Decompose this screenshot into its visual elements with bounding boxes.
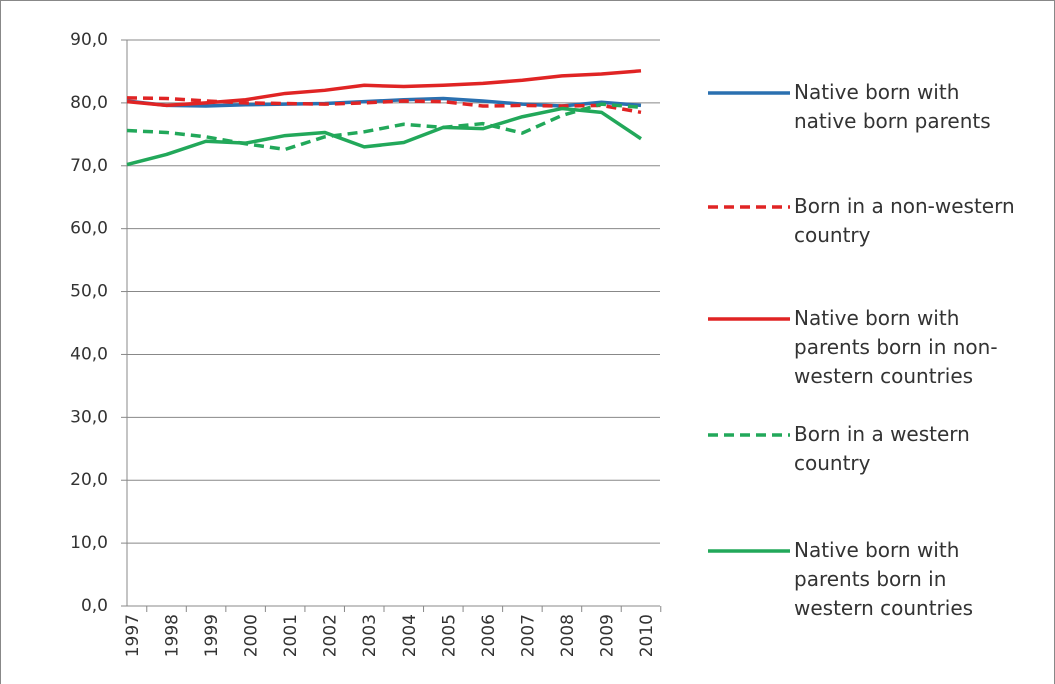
legend-label: Native born with native born parents (794, 80, 991, 133)
legend-label: Native born with parents born in non-wes… (794, 306, 998, 388)
series-line (126, 106, 642, 167)
y-tick-label: 50,0 (70, 282, 108, 302)
x-tick-label: 2003 (360, 614, 380, 657)
y-tick-label: 30,0 (70, 407, 108, 427)
x-tick-label: 1997 (123, 614, 143, 657)
x-tick-label: 1999 (202, 614, 222, 657)
legend-item: Born in a non-western country (706, 192, 1046, 250)
legend-item: Native born with parents born in western… (706, 536, 1046, 623)
legend-swatch (708, 433, 790, 437)
legend-label: Native born with parents born in western… (794, 538, 974, 620)
x-tick-label: 2004 (400, 614, 420, 657)
x-tick-label: 1998 (163, 614, 183, 657)
x-tick-label: 2005 (439, 614, 459, 657)
legend-item: Native born with parents born in non-wes… (706, 304, 1046, 391)
x-tick-label: 2007 (518, 614, 538, 657)
series-line (126, 102, 642, 152)
y-tick-label: 40,0 (70, 344, 108, 364)
x-tick-label: 2008 (558, 614, 578, 657)
x-tick-label: 2009 (597, 614, 617, 657)
y-tick-label: 80,0 (70, 93, 108, 113)
y-tick-label: 60,0 (70, 219, 108, 239)
y-tick-label: 90,0 (70, 30, 108, 50)
y-tick-label: 20,0 (70, 470, 108, 490)
x-tick-label: 2010 (637, 614, 657, 657)
x-tick-label: 2001 (281, 614, 301, 657)
x-tick-label: 2000 (242, 614, 262, 657)
legend-swatch (708, 317, 790, 321)
legend-item: Born in a western country (706, 420, 1046, 478)
legend-item: Native born with native born parents (706, 78, 1046, 136)
legend-label: Born in a non-western country (794, 194, 1015, 247)
series-line (126, 69, 642, 108)
y-tick-label: 10,0 (70, 533, 108, 553)
legend-label: Born in a western country (794, 422, 970, 475)
y-tick-label: 0,0 (81, 596, 108, 616)
legend-swatch (708, 549, 790, 553)
legend-swatch (708, 205, 790, 209)
x-tick-label: 2006 (479, 614, 499, 657)
y-tick-label: 70,0 (70, 156, 108, 176)
legend-swatch (708, 91, 790, 95)
x-tick-label: 2002 (321, 614, 341, 657)
